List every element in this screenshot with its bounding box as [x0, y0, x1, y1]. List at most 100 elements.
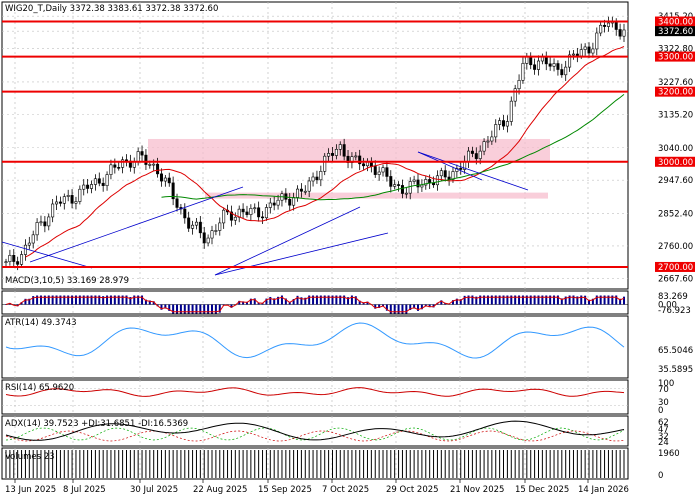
- candle-body: [409, 182, 411, 194]
- volumes-label: Volumes 23: [5, 452, 55, 462]
- date-axis-label: 21 Nov 2025: [450, 485, 504, 495]
- candle-body: [448, 177, 450, 179]
- candle-body: [211, 231, 213, 238]
- candle-body: [83, 185, 85, 189]
- candle-body: [133, 162, 135, 167]
- candle-body: [320, 171, 322, 180]
- date-axis-label: 8 Jul 2025: [63, 485, 106, 495]
- candle-body: [557, 64, 559, 70]
- candle-body: [273, 203, 275, 205]
- candle-body: [530, 57, 532, 65]
- candle-body: [460, 168, 462, 169]
- macd-bar: [623, 297, 625, 305]
- candle-body: [277, 200, 279, 205]
- candle-body: [526, 57, 528, 64]
- price-axis-label: 3040.00: [658, 144, 693, 154]
- candle-body: [118, 167, 120, 168]
- candle-body: [378, 172, 380, 175]
- candle-body: [355, 156, 357, 157]
- candle-body: [44, 222, 46, 226]
- candle-body: [623, 30, 625, 36]
- date-axis-label: 30 Jul 2025: [130, 485, 178, 495]
- candle-body: [55, 202, 57, 204]
- price-axis-label: 2760.00: [658, 242, 693, 252]
- plus-di-line: [6, 428, 624, 440]
- candle-body: [20, 255, 22, 265]
- candle-body: [28, 243, 30, 245]
- date-axis-label: 7 Oct 2025: [322, 485, 369, 495]
- candle-body: [479, 151, 481, 159]
- candle-body: [215, 230, 217, 231]
- candle-body: [48, 217, 50, 226]
- candle-body: [596, 33, 598, 49]
- candle-body: [549, 64, 551, 66]
- candle-body: [304, 191, 306, 192]
- candle-body: [533, 65, 535, 70]
- date-axis-label: 13 Jun 2025: [5, 485, 56, 495]
- candle-body: [401, 185, 403, 193]
- candle-body: [316, 177, 318, 180]
- candle-body: [444, 171, 446, 177]
- candle-body: [603, 25, 605, 26]
- candle-body: [584, 47, 586, 50]
- candle-body: [257, 208, 259, 217]
- price-axis-label: 3135.20: [658, 110, 693, 120]
- candle-body: [588, 47, 590, 53]
- candle-body: [145, 155, 147, 164]
- candle-body: [553, 64, 555, 67]
- candle-body: [475, 154, 477, 159]
- candle-body: [615, 22, 617, 30]
- rsi-axis-label: 0: [658, 406, 663, 416]
- candle-body: [564, 67, 566, 75]
- candle-body: [522, 63, 524, 80]
- date-axis-label: 29 Oct 2025: [386, 485, 439, 495]
- candle-body: [269, 203, 271, 208]
- candle-body: [467, 151, 469, 162]
- rsi-panel-frame: [2, 380, 628, 414]
- candle-body: [382, 168, 384, 172]
- candle-body: [510, 101, 512, 121]
- candle-body: [67, 195, 69, 196]
- candle-body: [405, 193, 407, 194]
- candle-body: [40, 222, 42, 223]
- candle-body: [24, 245, 26, 254]
- candle-body: [51, 204, 53, 217]
- candle-body: [327, 153, 329, 156]
- candle-body: [9, 255, 11, 261]
- trend-line: [215, 233, 388, 275]
- price-axis-label: 3300.00: [658, 53, 693, 63]
- candle-body: [176, 199, 178, 208]
- candle-body: [63, 197, 65, 204]
- candle-body: [207, 238, 209, 243]
- candle-body: [545, 57, 547, 64]
- candle-body: [5, 262, 7, 263]
- candle-body: [137, 152, 139, 163]
- candle-body: [234, 217, 236, 220]
- candle-body: [261, 217, 263, 218]
- candle-body: [300, 189, 302, 191]
- volume-axis-label: 1960: [658, 449, 680, 459]
- candle-body: [250, 208, 252, 214]
- candle-body: [417, 180, 419, 187]
- date-axis-label: 15 Dec 2025: [515, 485, 569, 495]
- atr-axis-label: 35.5895: [658, 365, 693, 375]
- candle-body: [79, 189, 81, 201]
- macd-label: MACD(3,10,5) 33.169 28.979: [5, 276, 129, 286]
- candle-body: [110, 165, 112, 175]
- candle-body: [187, 218, 189, 228]
- candle-body: [32, 235, 34, 243]
- price-axis-label: 2700.00: [658, 263, 693, 273]
- candle-body: [71, 195, 73, 203]
- candle-body: [265, 207, 267, 217]
- candle-body: [292, 197, 294, 205]
- macd-axis-label: -76.923: [658, 306, 691, 316]
- candle-body: [498, 121, 500, 125]
- adx-label: ADX(14) 39.7523 +DI:31.6851 -DI:16.5369: [5, 419, 188, 429]
- candle-body: [592, 49, 594, 53]
- candle-body: [75, 202, 77, 204]
- candle-body: [13, 255, 15, 261]
- candle-body: [440, 171, 442, 176]
- candle-body: [386, 168, 388, 177]
- candle-body: [86, 185, 88, 188]
